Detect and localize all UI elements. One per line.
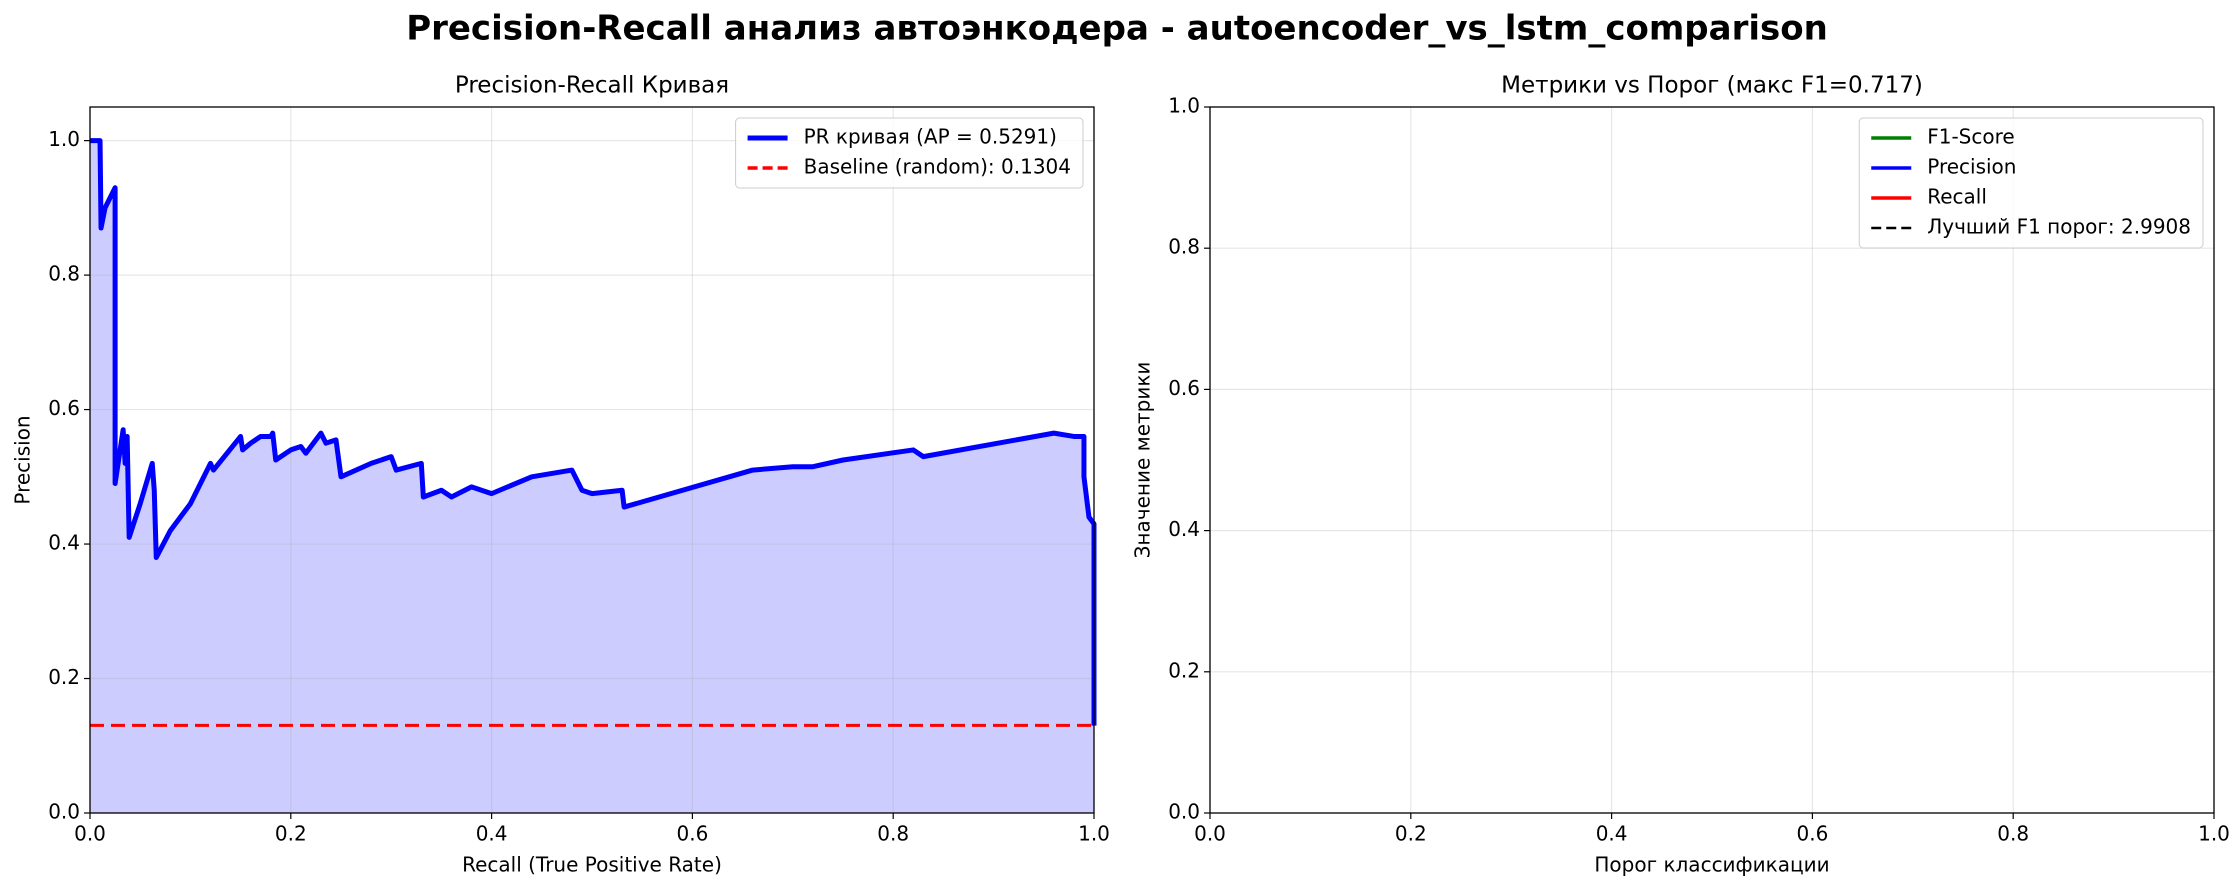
legend: F1-Score Precision Recall Лучший F1 порог: …: [1858, 117, 2204, 249]
y-tick-label: 0.2: [48, 665, 80, 689]
figure-title: Precision-Recall анализ автоэнкодера - a…: [406, 9, 1828, 49]
y-tick-label: 0.4: [48, 531, 80, 555]
subplot-title: Метрики vs Порог (макс F1=0.717): [1501, 73, 1923, 99]
x-tick-label: 1.0: [1078, 822, 1110, 846]
axes-frame: [1209, 106, 2215, 814]
y-tick-label: 1.0: [48, 127, 80, 151]
x-tick-label: 0.2: [1395, 822, 1427, 846]
y-tick-label: 0.8: [48, 262, 80, 286]
y-tick-label: 0.6: [1168, 376, 1200, 400]
x-tick-label: 0.4: [476, 822, 508, 846]
legend-box: [1858, 117, 2204, 249]
legend-label: Лучший F1 порог: 2.9908: [1927, 215, 2191, 239]
axes-frame: [89, 106, 1095, 814]
x-tick-label: 0.8: [877, 822, 909, 846]
line: [90, 138, 1097, 726]
subplot-title: Precision-Recall Кривая: [455, 73, 729, 99]
x-tick-label: 0.6: [676, 822, 708, 846]
area-fill: [90, 140, 1094, 814]
y-axis-label: Precision: [11, 415, 35, 504]
x-tick-label: 0.4: [1596, 822, 1628, 846]
y-tick-label: 1.0: [1168, 94, 1200, 118]
x-axis-label: Recall (True Positive Rate): [462, 853, 722, 877]
legend-label: Baseline (random): 0.1304: [804, 155, 1071, 179]
x-tick-label: 0.8: [1997, 822, 2029, 846]
legend-label: Recall: [1927, 185, 1987, 209]
y-axis-label: Значение метрики: [1131, 362, 1155, 559]
x-tick-label: 0.2: [275, 822, 307, 846]
legend: PR кривая (AP = 0.5291) Baseline (random)…: [735, 117, 1084, 189]
y-tick-label: 0.0: [1168, 800, 1200, 824]
y-tick-label: 0.4: [1168, 517, 1200, 541]
legend-label: PR кривая (AP = 0.5291): [804, 125, 1057, 149]
x-tick-label: 1.0: [2198, 822, 2230, 846]
y-tick-label: 0.6: [48, 396, 80, 420]
legend-label: Precision: [1927, 155, 2016, 179]
x-tick-label: 0.6: [1796, 822, 1828, 846]
x-tick-label: 0.0: [74, 822, 106, 846]
y-tick-label: 0.8: [1168, 235, 1200, 259]
x-axis-label: Порог классификации: [1594, 853, 1829, 877]
x-tick-label: 0.0: [1194, 822, 1226, 846]
y-tick-label: 0.0: [48, 800, 80, 824]
legend-box: [735, 117, 1084, 189]
legend-label: F1-Score: [1927, 125, 2014, 149]
y-tick-label: 0.2: [1168, 658, 1200, 682]
